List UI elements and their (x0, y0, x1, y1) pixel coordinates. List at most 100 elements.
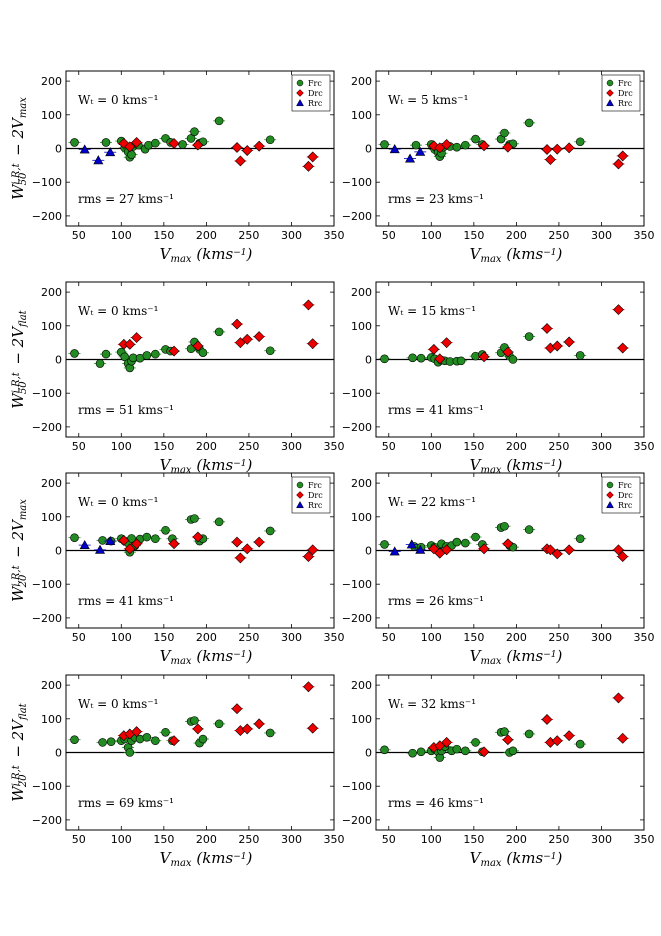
x-tick-label: 200 (196, 229, 217, 242)
x-axis-label: Vmax (kms−1) (470, 456, 563, 476)
x-axis-label-part: −1 (543, 852, 556, 862)
point-frc (120, 352, 130, 362)
y-tick-label: 100 (41, 109, 62, 122)
y-axis-label-part: W (9, 392, 27, 409)
x-tick-label: 150 (463, 631, 484, 644)
x-axis-label-part: V (160, 456, 173, 474)
point-drc (303, 681, 314, 693)
x-axis-label-part: ) (556, 849, 563, 867)
point-frc (461, 746, 470, 756)
point-drc (551, 143, 563, 155)
y-tick-label: 100 (351, 320, 372, 333)
x-axis-label-part: max (480, 858, 501, 869)
point-drc (234, 155, 246, 167)
point-drc (441, 736, 453, 748)
annotation-rms: rms = 69 kms⁻¹ (78, 796, 174, 810)
point-rrc (406, 539, 417, 549)
legend-label: Drc (618, 491, 633, 500)
legend-label: Drc (618, 89, 633, 98)
point-drc (563, 544, 575, 556)
x-axis-label: Vmax (kms−1) (470, 245, 563, 265)
y-axis-label-part: flat (18, 702, 29, 721)
point-frc (380, 354, 389, 364)
point-rrc (105, 147, 116, 157)
y-tick-label: 0 (365, 354, 372, 367)
x-tick-label: 250 (548, 440, 569, 453)
point-frc (411, 140, 421, 150)
point-frc (471, 738, 480, 747)
point-drc (441, 139, 453, 150)
point-drc (231, 536, 243, 548)
x-axis-label-part: ) (556, 245, 563, 263)
point-frc (161, 525, 170, 535)
point-drc (253, 140, 265, 152)
point-rrc (95, 544, 106, 554)
x-tick-label: 150 (463, 229, 484, 242)
x-axis-label-part: V (160, 647, 173, 665)
y-tick-label: 0 (55, 747, 62, 760)
annotation-wt: Wₜ = 0 kms⁻¹ (78, 495, 158, 509)
x-axis-label-part: −1 (543, 248, 556, 258)
x-tick-label: 200 (506, 229, 527, 242)
annotation-wt: Wₜ = 0 kms⁻¹ (78, 697, 158, 711)
point-drc (551, 340, 563, 352)
point-rrc (79, 539, 90, 550)
point-frc (461, 140, 470, 150)
x-axis-label-part: ) (246, 647, 253, 665)
point-drc (478, 746, 490, 758)
point-frc (471, 134, 480, 144)
point-frc (500, 128, 509, 138)
legend-label: Rrc (308, 99, 323, 108)
point-frc (98, 536, 107, 545)
point-drc (541, 714, 553, 725)
point-drc (168, 538, 180, 550)
x-tick-label: 50 (382, 833, 396, 846)
y-tick-label: 0 (55, 354, 62, 367)
point-drc (563, 336, 575, 348)
x-axis-label: Vmax (kms−1) (160, 245, 253, 265)
point-drc (124, 141, 136, 153)
point-rrc (415, 146, 426, 156)
x-axis-label-part: V (470, 849, 483, 867)
x-tick-label: 350 (634, 833, 655, 846)
annotation-wt: Wₜ = 0 kms⁻¹ (78, 93, 158, 107)
x-axis-label: Vmax (kms−1) (160, 456, 253, 476)
y-axis-label-part: i,R,t (11, 162, 22, 184)
x-axis-label-part: max (480, 465, 501, 476)
point-rrc (93, 155, 104, 165)
point-drc (168, 345, 180, 357)
y-axis-label-part: − 2V (9, 325, 27, 370)
point-drc (478, 351, 490, 363)
legend-label: Frc (618, 79, 632, 88)
point-frc (524, 729, 534, 739)
legend-marker-circle (606, 79, 614, 87)
point-drc (168, 138, 180, 149)
annotation-rms: rms = 41 kms⁻¹ (78, 594, 174, 608)
point-drc (241, 145, 253, 156)
point-frc (456, 356, 466, 366)
point-drc (168, 735, 180, 747)
x-tick-label: 300 (591, 631, 612, 644)
legend-label: Frc (308, 79, 322, 88)
y-axis-label-part: 50 (18, 381, 29, 394)
point-frc (190, 514, 199, 523)
y-tick-label: −100 (342, 578, 372, 591)
point-drc (502, 141, 514, 153)
chart-panel-row1-left: 50 100 150 200 250 300 350 200 100 0 −100 −200 Wₜ = … (9, 70, 345, 265)
point-frc (178, 140, 187, 149)
point-frc (214, 517, 224, 527)
y-tick-label: −100 (32, 176, 62, 189)
y-axis-label-part: flat (18, 309, 29, 328)
point-frc (186, 134, 196, 143)
point-drc (307, 544, 319, 556)
point-frc (214, 719, 224, 729)
x-axis-label-part: V (470, 245, 483, 263)
y-tick-label: −100 (32, 780, 62, 793)
y-axis-label-part: W (9, 785, 27, 802)
plot-frame (65, 70, 335, 227)
point-frc (416, 747, 426, 757)
x-axis-label-part: max (480, 254, 501, 265)
x-tick-label: 150 (463, 440, 484, 453)
